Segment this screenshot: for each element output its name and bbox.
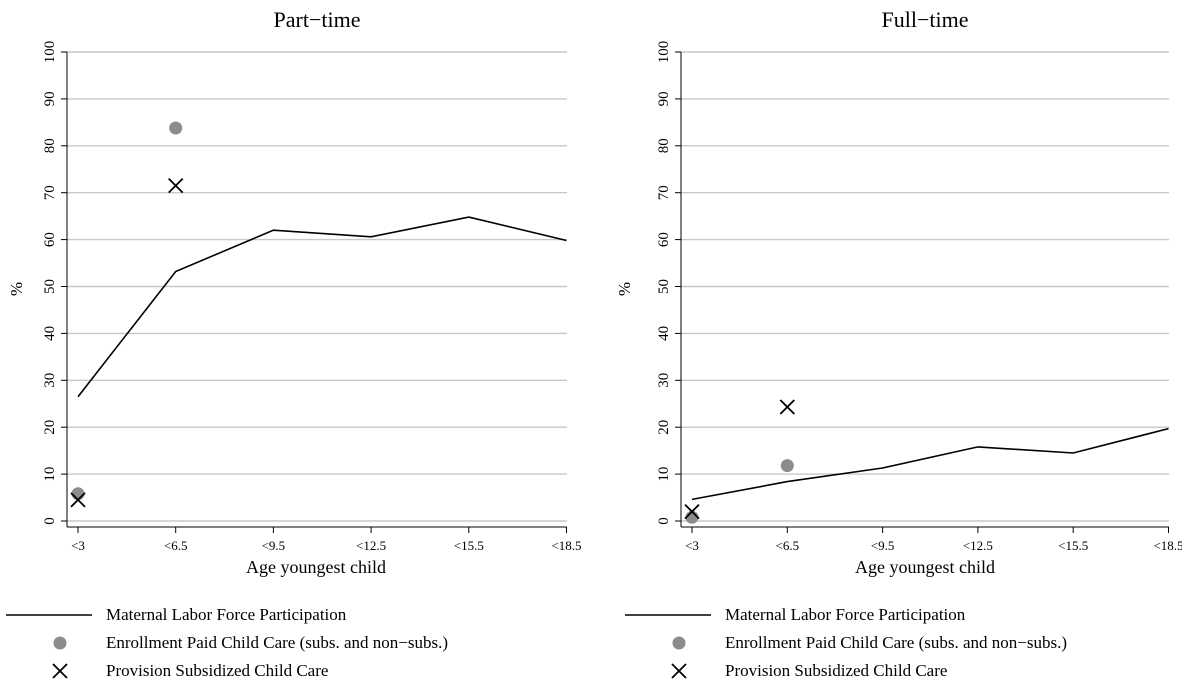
x-tick-label: <3 xyxy=(685,538,699,553)
legend-x-swatch xyxy=(52,663,68,679)
chart-panel-1: Part−time 0 10 20 30 40 50 60 70 80 90 100 <3 <6.5 <9.… xyxy=(6,7,582,680)
x-tick-label: <6.5 xyxy=(164,538,188,553)
y-tick-label: 0 xyxy=(42,517,58,525)
series-line xyxy=(77,216,567,398)
series-line xyxy=(691,427,1169,501)
legend-item: Provision Subsidized Child Care xyxy=(52,661,328,680)
data-point-x xyxy=(70,492,86,508)
y-tick-label: 60 xyxy=(656,232,672,247)
x-tick-label: <18.5 xyxy=(1153,538,1182,553)
y-tick-label: 50 xyxy=(656,279,672,294)
legend-label: Enrollment Paid Child Care (subs. and no… xyxy=(725,633,1067,652)
y-axis-label: % xyxy=(7,282,26,296)
y-tick-label: 50 xyxy=(42,279,58,294)
legend-circle-swatch xyxy=(672,636,686,650)
legend: Maternal Labor Force Participation Enroll… xyxy=(625,605,1067,680)
data-point-x xyxy=(684,503,700,520)
legend-item: Provision Subsidized Child Care xyxy=(671,661,947,680)
legend-item: Maternal Labor Force Participation xyxy=(6,605,347,624)
legend-item: Enrollment Paid Child Care (subs. and no… xyxy=(53,633,448,652)
y-tick-label: 40 xyxy=(656,326,672,341)
y-tick-label: 30 xyxy=(656,373,672,388)
x-mark-stroke xyxy=(779,399,795,415)
y-tick-label: 30 xyxy=(42,373,58,388)
y-tick-label: 40 xyxy=(42,326,58,341)
data-point-circle xyxy=(780,459,794,473)
legend-item: Enrollment Paid Child Care (subs. and no… xyxy=(672,633,1067,652)
y-tick-label: 70 xyxy=(656,185,672,200)
series-2 xyxy=(71,121,183,501)
series-3 xyxy=(70,178,184,508)
y-tick-label: 10 xyxy=(42,467,58,482)
data-point-circle xyxy=(169,121,183,135)
y-tick-label: 10 xyxy=(656,467,672,482)
series-2 xyxy=(685,459,794,524)
y-tick-label: 70 xyxy=(42,185,58,200)
y-tick-label: 90 xyxy=(656,91,672,106)
legend-x-swatch xyxy=(671,663,687,679)
x-axis-label: Age youngest child xyxy=(246,557,386,577)
y-tick-label: 80 xyxy=(656,138,672,153)
y-tick-label: 100 xyxy=(656,41,672,64)
y-axis-label: % xyxy=(615,282,634,296)
x-mark-stroke xyxy=(168,178,184,194)
y-tick-label: 0 xyxy=(656,517,672,525)
series-1 xyxy=(691,427,1169,501)
legend-label: Maternal Labor Force Participation xyxy=(725,605,966,624)
chart-title: Part−time xyxy=(274,7,361,32)
x-mark-stroke xyxy=(70,492,86,508)
data-point-circle xyxy=(71,487,85,501)
chart-title: Full−time xyxy=(882,7,969,32)
x-tick-label: <15.5 xyxy=(1058,538,1088,553)
x-tick-label: <15.5 xyxy=(454,538,484,553)
x-tick-label: <12.5 xyxy=(356,538,386,553)
x-tick-label: <18.5 xyxy=(551,538,581,553)
data-point-x xyxy=(168,178,184,194)
x-tick-label: <6.5 xyxy=(776,538,800,553)
series-1 xyxy=(77,216,567,398)
legend-item: Maternal Labor Force Participation xyxy=(625,605,966,624)
y-tick-label: 20 xyxy=(42,420,58,435)
x-tick-label: <9.5 xyxy=(871,538,895,553)
y-tick-label: 90 xyxy=(42,91,58,106)
legend: Maternal Labor Force Participation Enroll… xyxy=(6,605,448,680)
y-tick-label: 20 xyxy=(656,420,672,435)
y-tick-label: 80 xyxy=(42,138,58,153)
chart-panel-2: Full−time 0 10 20 30 40 50 60 70 80 90 100 <3 <6.5 <9.… xyxy=(615,7,1182,680)
x-axis-label: Age youngest child xyxy=(855,557,995,577)
legend-label: Enrollment Paid Child Care (subs. and no… xyxy=(106,633,448,652)
x-mark-stroke xyxy=(684,503,700,520)
legend-label: Provision Subsidized Child Care xyxy=(725,661,947,680)
legend-label: Maternal Labor Force Participation xyxy=(106,605,347,624)
y-tick-label: 100 xyxy=(42,41,58,64)
x-tick-label: <9.5 xyxy=(262,538,286,553)
series-3 xyxy=(684,399,795,520)
legend-circle-swatch xyxy=(53,636,67,650)
data-point-x xyxy=(779,399,795,415)
x-tick-label: <3 xyxy=(71,538,85,553)
legend-label: Provision Subsidized Child Care xyxy=(106,661,328,680)
y-tick-label: 60 xyxy=(42,232,58,247)
x-tick-label: <12.5 xyxy=(963,538,993,553)
